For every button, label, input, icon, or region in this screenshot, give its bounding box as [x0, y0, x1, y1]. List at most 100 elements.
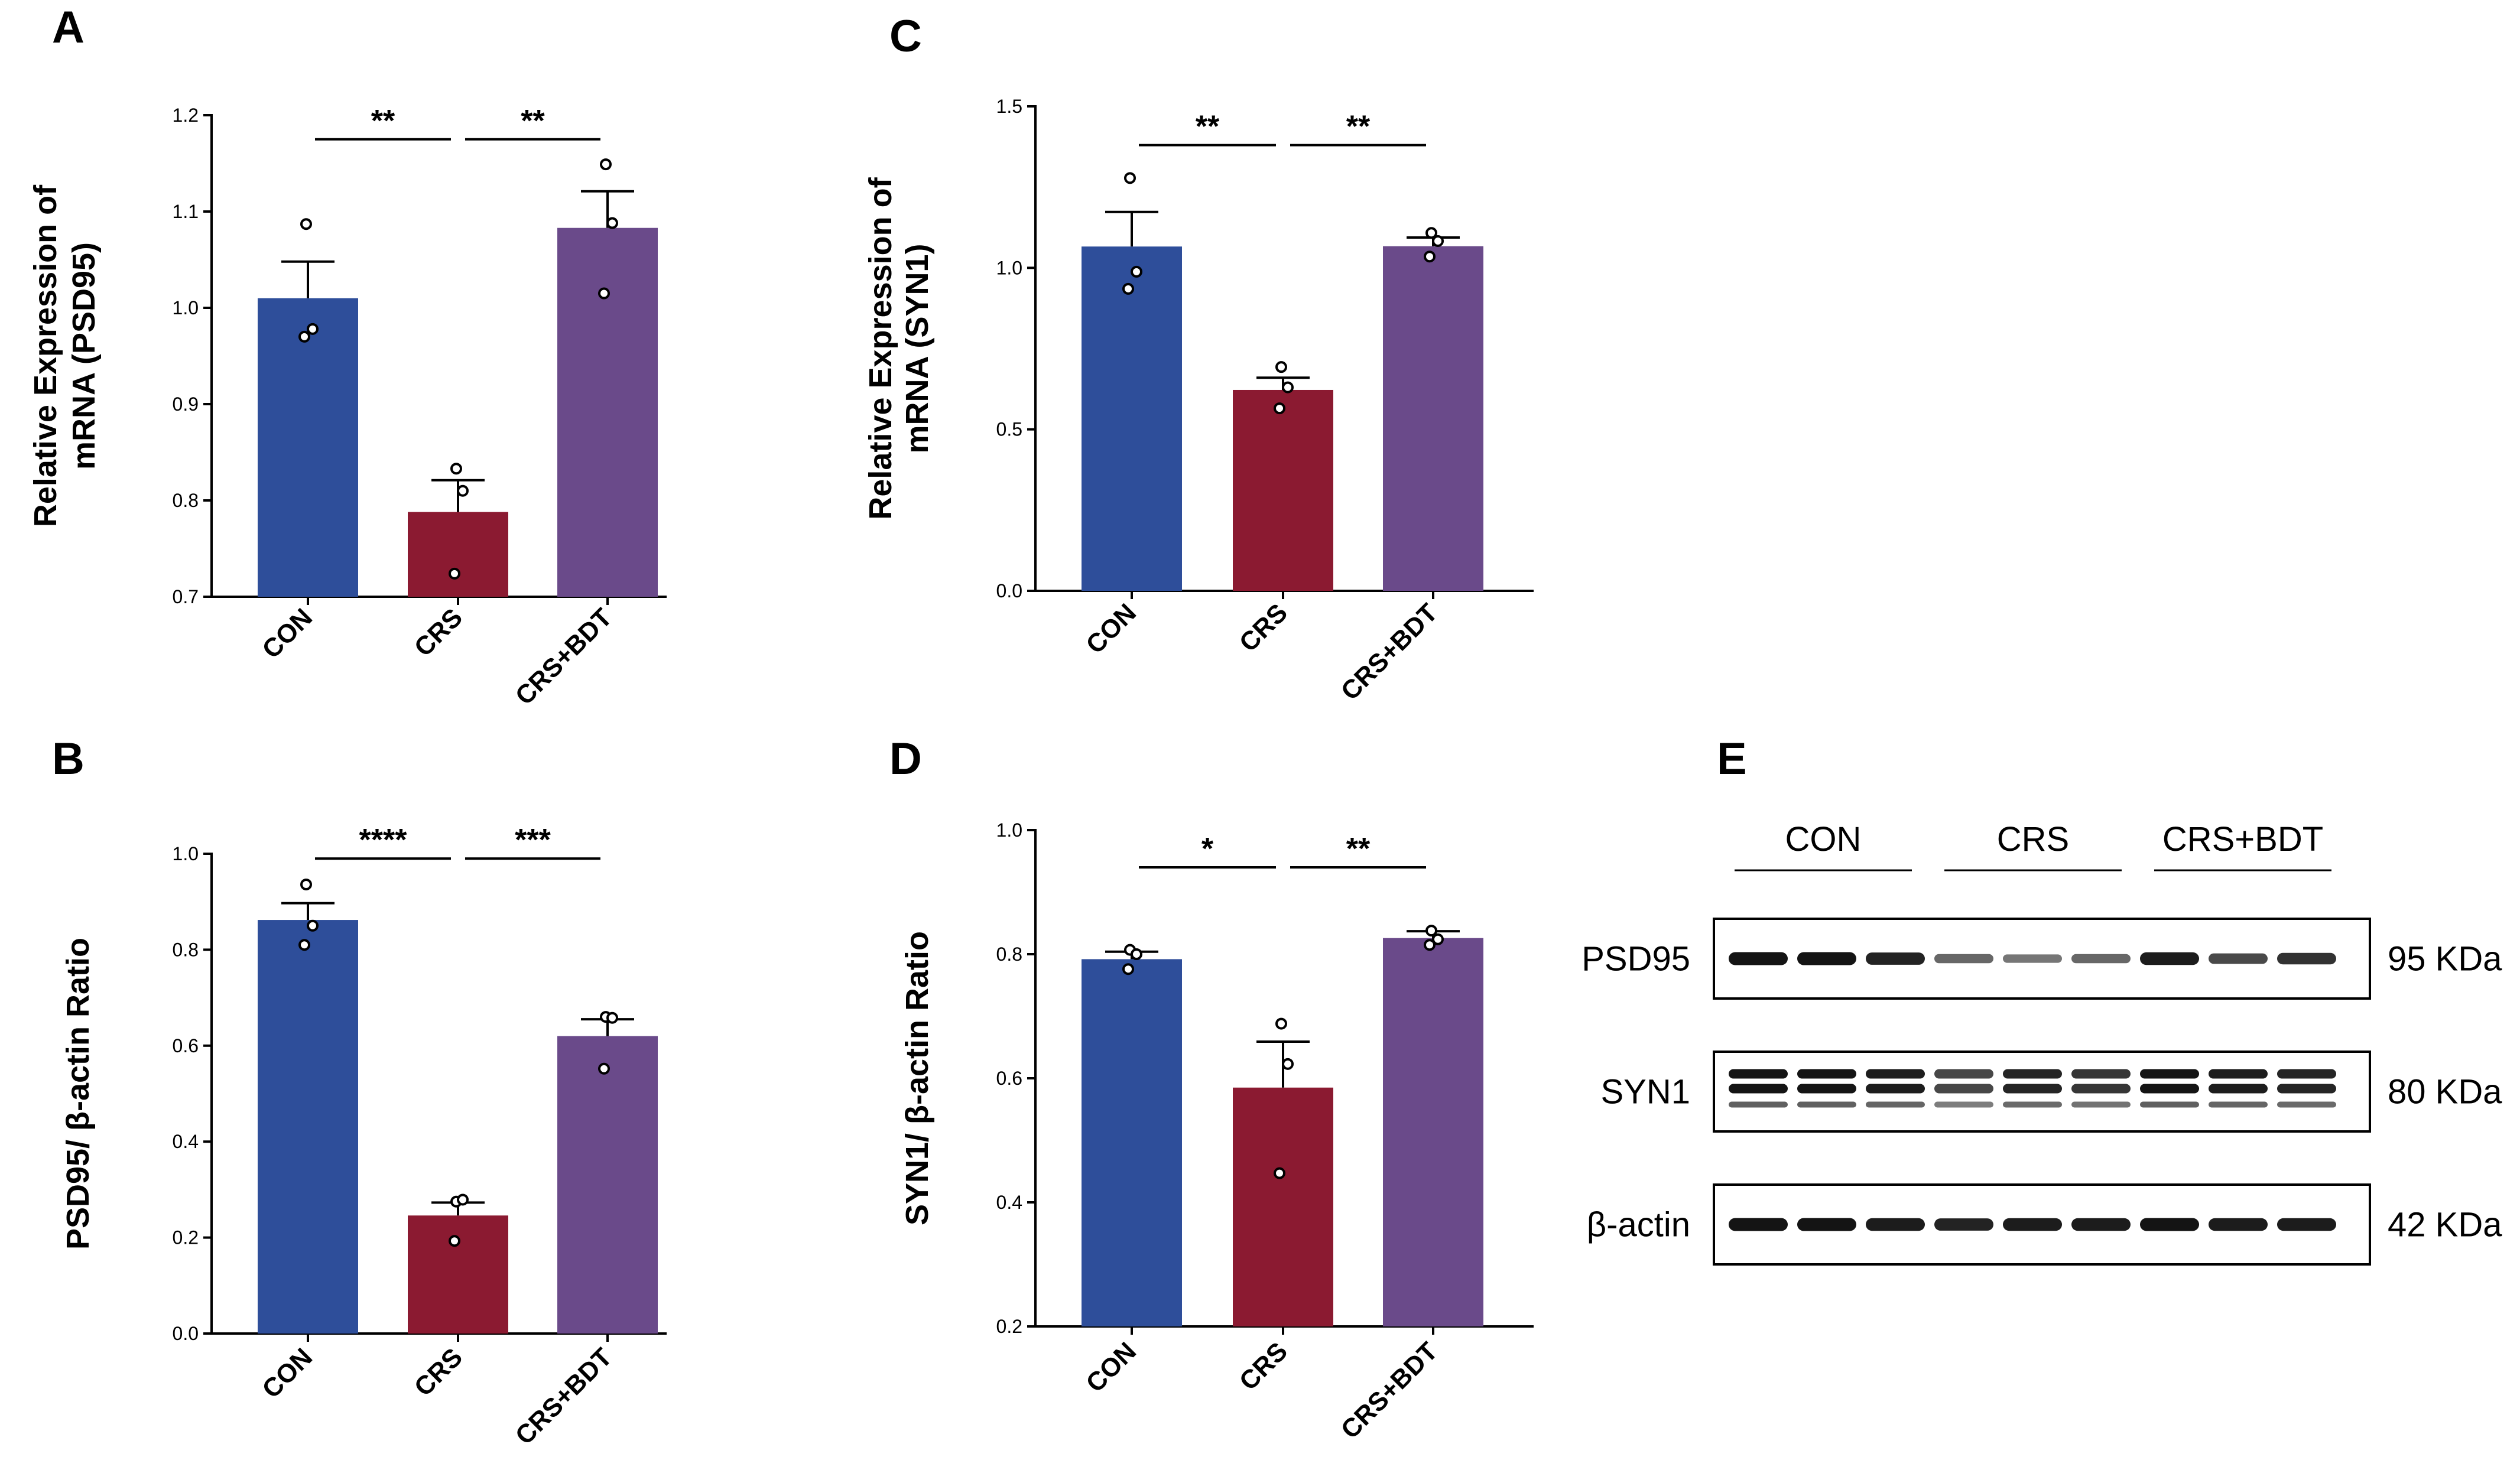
blot-band: [2140, 1084, 2199, 1094]
blot-band: [1866, 1218, 1925, 1231]
category-label: CON: [1080, 1336, 1142, 1398]
blot-row-label: β-actin: [1587, 1206, 1690, 1244]
blot-band: [2209, 1069, 2268, 1079]
category-label: CRS+BDT: [1336, 598, 1444, 706]
blot-band: [2003, 1069, 2062, 1079]
blot-band: [2140, 1069, 2199, 1079]
blot-band: [1729, 1101, 1788, 1108]
significance-label: **: [1346, 110, 1371, 144]
blot-row-label: PSD95: [1582, 940, 1690, 978]
blot-band: [1934, 954, 1993, 964]
y-tick-label: 0.8: [173, 490, 199, 511]
category-label: CRS+BDT: [1336, 1336, 1444, 1445]
blot-row-PSD95: PSD95 95 KDa: [1582, 918, 2502, 1000]
y-axis-title: PSD95/ β-actin Ratio: [60, 938, 96, 1250]
blot-band: [1797, 952, 1856, 965]
data-point: [1275, 361, 1287, 373]
blot-band: [2003, 1084, 2062, 1094]
blot-band: [2209, 1218, 2268, 1231]
bar-crs: [1233, 389, 1333, 591]
y-tick-label: 0.5: [996, 419, 1022, 440]
y-tick-label: 0.0: [996, 580, 1022, 601]
y-axis-title: SYN1/ β-actin Ratio: [899, 931, 935, 1225]
blot-band: [2277, 1218, 2336, 1231]
y-tick-label: 1.0: [996, 819, 1022, 841]
bar-con: [1082, 959, 1182, 1326]
blot-row-SYN1: SYN1 80 KDa: [1600, 1051, 2502, 1133]
bar-con: [1082, 246, 1182, 591]
blot-band: [2277, 952, 2336, 965]
panel-letter: A: [52, 2, 85, 53]
y-tick-label: 1.0: [173, 843, 199, 864]
blot-band: [2003, 1101, 2062, 1108]
blot-band: [1934, 1084, 1993, 1094]
blot-band: [1729, 1069, 1788, 1079]
y-axis-title: Relative Expression of: [863, 177, 898, 519]
y-tick-label: 1.2: [173, 105, 199, 126]
y-tick-label: 0.8: [173, 939, 199, 960]
significance-label: *: [1201, 832, 1214, 866]
data-point: [1124, 172, 1136, 184]
blot-band: [1797, 1101, 1856, 1108]
blot-group-label: CON: [1785, 820, 1862, 858]
category-label: CRS: [1234, 598, 1293, 657]
panel-letter: B: [52, 734, 85, 784]
blot-band: [1866, 1084, 1925, 1094]
blot-row-label: SYN1: [1600, 1073, 1690, 1111]
bar-con: [258, 920, 358, 1334]
blot-band: [1934, 1101, 1993, 1108]
blot-band: [2277, 1101, 2336, 1108]
y-axis-title: Relative Expression of: [28, 184, 63, 527]
blot-row-beta-actin: β-actin 42 KDa: [1587, 1183, 2502, 1266]
data-point: [1274, 402, 1285, 415]
bar-crs-bdt: [1383, 938, 1483, 1326]
data-point: [606, 217, 618, 229]
data-point: [298, 939, 310, 951]
significance-label: **: [1196, 110, 1220, 144]
category-label: CON: [256, 603, 318, 664]
data-point: [457, 484, 469, 497]
blot-band: [2140, 952, 2199, 965]
y-tick-label: 1.1: [173, 201, 199, 222]
category-label: CRS: [409, 1342, 468, 1401]
data-point: [300, 218, 312, 230]
blot-band: [2071, 954, 2131, 964]
y-tick-label: 1.0: [173, 297, 199, 318]
data-point: [1425, 227, 1437, 239]
y-axis-title: mRNA (PSD95): [66, 242, 102, 470]
y-tick-label: 0.2: [173, 1227, 199, 1248]
data-point: [1275, 1017, 1287, 1030]
y-tick-label: 1.0: [996, 257, 1022, 278]
panel-c: C 0.0 0.5 1.0 1.5 Relative Expression of mRNA …: [863, 11, 1534, 706]
data-point: [449, 1235, 460, 1247]
blot-band: [2071, 1218, 2131, 1231]
panel-d: D 0.2 0.4 0.6 0.8 1.0 SYN1/ β-actin Ratio CON CR…: [889, 734, 1534, 1445]
category-label: CRS: [409, 603, 468, 662]
data-point: [1425, 925, 1437, 937]
blot-band: [1934, 1218, 1993, 1231]
blot-band: [1797, 1069, 1856, 1079]
bar-crs: [1233, 1087, 1333, 1326]
data-point: [450, 463, 462, 475]
category-label: CON: [1080, 598, 1142, 659]
bar-crs-bdt: [557, 227, 658, 597]
y-tick-label: 0.2: [996, 1316, 1022, 1337]
y-tick-label: 0.8: [996, 944, 1022, 965]
blot-band: [1729, 1084, 1788, 1094]
blot-band: [1797, 1084, 1856, 1094]
data-point: [1432, 235, 1444, 247]
data-point: [300, 878, 312, 890]
data-point: [598, 1062, 610, 1075]
data-point: [1131, 948, 1142, 960]
blot-band: [1866, 1101, 1925, 1108]
y-tick-label: 0.4: [173, 1131, 199, 1152]
blot-band: [2140, 1101, 2199, 1108]
bar-crs-bdt: [1383, 246, 1483, 591]
blot-band: [2071, 1069, 2131, 1079]
y-axis-title: mRNA (SYN1): [899, 243, 935, 453]
blot-band: [2277, 1069, 2336, 1079]
significance-label: **: [521, 104, 545, 138]
data-point: [600, 158, 612, 171]
blot-band: [1934, 1069, 1993, 1079]
